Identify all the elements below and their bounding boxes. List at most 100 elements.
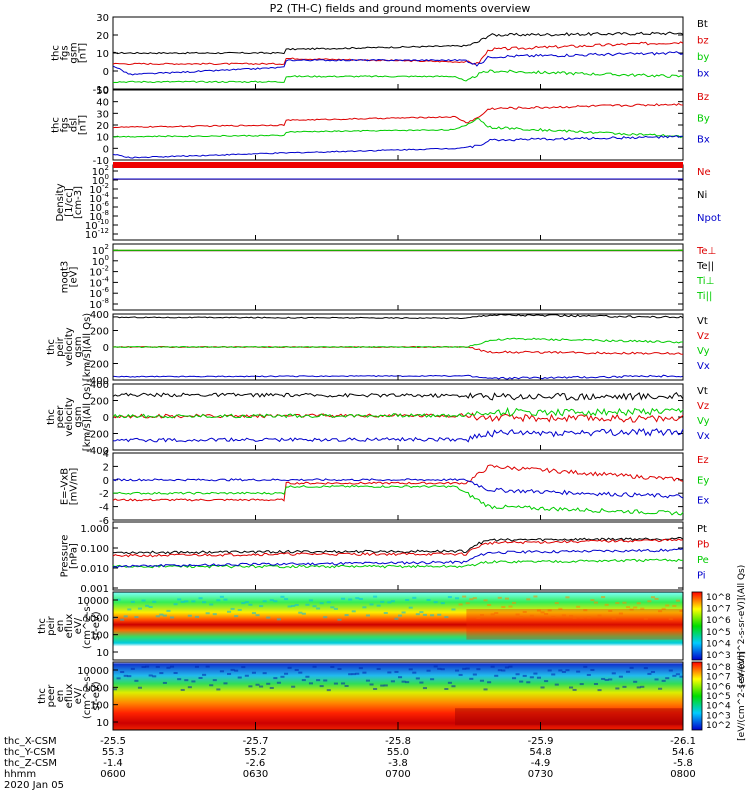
heatmap-texture <box>415 613 420 616</box>
heatmap-texture <box>558 607 563 610</box>
heatmap-texture <box>647 672 652 675</box>
heatmap-texture <box>672 604 677 607</box>
heatmap-texture <box>583 665 588 668</box>
heatmap-texture <box>212 679 217 682</box>
y-axis-label-peer_eflux-0: thc <box>37 688 48 704</box>
heatmap-texture <box>490 665 495 668</box>
heatmap-texture <box>455 597 460 600</box>
heatmap-texture <box>512 601 517 604</box>
heatmap-texture <box>120 618 125 621</box>
heatmap-texture <box>654 597 659 600</box>
heatmap-texture <box>287 605 292 608</box>
heatmap-texture <box>640 607 645 610</box>
heatmap-region <box>455 708 683 726</box>
panel-frame-pressure <box>112 521 684 591</box>
heatmap-texture <box>405 681 410 684</box>
series-line-fgs_gsm-bz <box>112 41 684 66</box>
y-tick-label: 1.000 <box>80 524 109 535</box>
panel-efield: E=-VxB[mV/m] 4 2 0 -2 -4 -6 Ez Ey Ex <box>60 449 710 527</box>
heatmap-texture <box>519 616 524 619</box>
heatmap-texture <box>227 672 232 675</box>
heatmap-texture <box>365 679 370 682</box>
y-axis-label-fgs_gsm-0: thc <box>51 45 62 61</box>
heatmap-texture <box>394 670 399 673</box>
heatmap-texture <box>440 602 445 605</box>
heatmap-texture <box>326 601 331 604</box>
heatmap-texture <box>365 614 370 617</box>
heatmap-texture <box>262 672 267 675</box>
legend-label-temperature-Ti⊥: Ti⊥ <box>696 276 714 287</box>
y-axis-label-efield-1: [mV/m] <box>69 468 80 506</box>
legend-label-density-Npot: Npot <box>697 213 721 224</box>
legend-label-temperature-Te⊥: Te⊥ <box>696 246 716 257</box>
heatmap-texture <box>284 598 289 601</box>
panel-peer_eflux: thcpeerenefluxeV/(cm^2-s-sr-eV)10^810^71… <box>37 651 747 741</box>
heatmap-texture <box>405 598 410 601</box>
heatmap-texture <box>576 670 581 673</box>
heatmap-texture <box>266 616 271 619</box>
panel-peir_eflux: thcpeirenefluxeV/(cm^2-s-sr-eV)10^810^71… <box>37 565 747 688</box>
y-tick-label: -4 <box>99 503 109 514</box>
heatmap-texture <box>508 665 513 668</box>
y-tick-label: 10 <box>96 49 109 60</box>
y-tick-label: 0.001 <box>80 584 109 595</box>
heatmap-texture <box>280 675 285 678</box>
y-axis-label-peer_velocity-4: [km/s](All Qs) <box>82 383 93 451</box>
heatmap-texture <box>116 677 121 680</box>
heatmap-texture <box>590 599 595 602</box>
heatmap-texture <box>223 598 228 601</box>
colorbar-peer_eflux: 10^810^710^610^510^410^310^2 [eV/(cm^2-s-… <box>691 651 747 741</box>
heatmap-texture <box>412 671 417 674</box>
heatmap-texture <box>248 685 253 688</box>
heatmap-texture <box>433 665 438 668</box>
heatmap-texture <box>447 681 452 684</box>
heatmap-texture <box>369 603 374 606</box>
heatmap-texture <box>244 674 249 677</box>
heatmap-texture <box>362 671 367 674</box>
heatmap-texture <box>130 667 135 670</box>
heatmap-texture <box>390 600 395 603</box>
heatmap-texture <box>422 613 427 616</box>
heatmap-texture <box>529 676 534 679</box>
heatmap-texture <box>544 613 549 616</box>
heatmap-texture <box>202 601 207 604</box>
heatmap-texture <box>219 595 224 598</box>
heatmap-texture <box>376 604 381 607</box>
heatmap-texture <box>255 683 260 686</box>
heatmap-texture <box>547 609 552 612</box>
heatmap-texture <box>237 608 242 611</box>
heatmap-texture <box>358 667 363 670</box>
legend-label-density-Ne: Ne <box>697 167 711 178</box>
x-axis-row-label-0: thc_X-CSM <box>4 736 57 747</box>
y-tick-label: 10 <box>96 133 109 144</box>
heatmap-texture <box>319 602 324 605</box>
y-axis-label-peir_eflux-1: peir <box>46 615 57 635</box>
series-line-efield-Ey <box>112 484 684 516</box>
heatmap-texture <box>611 617 616 620</box>
y-axis-label-peer_eflux-5: (cm^2-s- <box>82 672 93 719</box>
heatmap-texture <box>166 609 171 612</box>
series-line-peir_velocity-Vt <box>112 313 684 320</box>
y-axis-label-fgs_gsm-2: gsm <box>69 42 80 63</box>
y-tick-label: 30 <box>96 109 109 120</box>
heatmap-texture <box>515 613 520 616</box>
y-tick-label: 0.100 <box>80 544 109 555</box>
heatmap-texture <box>373 687 378 690</box>
x-axis-value: 0600 <box>100 769 125 780</box>
heatmap-texture <box>383 612 388 615</box>
heatmap-texture <box>626 606 631 609</box>
x-axis-value: 55.0 <box>387 747 409 758</box>
heatmap-texture <box>618 675 623 678</box>
colorbar-label-peir_eflux: [eV/(cm^2-s-sr-eV)](All Qs) <box>737 565 747 688</box>
heatmap-texture <box>512 677 517 680</box>
heatmap-texture <box>184 600 189 603</box>
heatmap-texture <box>394 617 399 620</box>
heatmap-texture <box>227 610 232 613</box>
x-axis-value: -2.6 <box>246 758 266 769</box>
y-axis-label-peir_eflux-0: thc <box>37 618 48 634</box>
heatmap-texture <box>586 616 591 619</box>
x-axis-value: -26.1 <box>670 736 696 747</box>
legend-label-fgs_gsm-bx: bx <box>697 69 709 80</box>
heatmap-texture <box>259 685 264 688</box>
heatmap-texture <box>601 596 606 599</box>
